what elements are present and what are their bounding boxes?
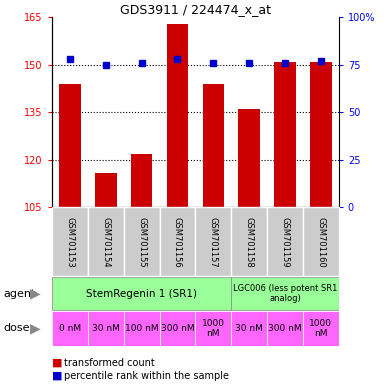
- Text: 30 nM: 30 nM: [235, 324, 263, 333]
- Text: 300 nM: 300 nM: [268, 324, 302, 333]
- Bar: [159, 207, 196, 276]
- Bar: [88, 207, 124, 276]
- Text: GSM701155: GSM701155: [137, 217, 146, 267]
- Text: 300 nM: 300 nM: [161, 324, 194, 333]
- Text: ■: ■: [52, 371, 62, 381]
- Bar: [310, 62, 331, 207]
- Bar: [52, 207, 88, 276]
- Bar: [59, 84, 81, 207]
- Text: GSM701154: GSM701154: [101, 217, 110, 267]
- Bar: [303, 207, 339, 276]
- Text: GSM701159: GSM701159: [281, 217, 290, 267]
- Bar: [131, 154, 152, 207]
- Text: GSM701157: GSM701157: [209, 217, 218, 267]
- Bar: [195, 311, 231, 346]
- Text: GSM701156: GSM701156: [173, 217, 182, 267]
- Bar: [95, 172, 117, 207]
- Text: 30 nM: 30 nM: [92, 324, 120, 333]
- Text: StemRegenin 1 (SR1): StemRegenin 1 (SR1): [86, 289, 197, 299]
- Bar: [274, 62, 296, 207]
- Bar: [52, 277, 231, 310]
- Bar: [231, 311, 267, 346]
- Text: GSM701153: GSM701153: [65, 217, 74, 267]
- Text: agent: agent: [4, 289, 36, 299]
- Text: ▶: ▶: [30, 321, 41, 335]
- Bar: [231, 207, 267, 276]
- Text: GSM701160: GSM701160: [316, 217, 325, 267]
- Bar: [159, 311, 196, 346]
- Text: percentile rank within the sample: percentile rank within the sample: [64, 371, 229, 381]
- Text: GSM701158: GSM701158: [244, 217, 254, 267]
- Bar: [167, 24, 188, 207]
- Bar: [195, 207, 231, 276]
- Bar: [303, 311, 339, 346]
- Text: dose: dose: [4, 323, 30, 333]
- Text: ▶: ▶: [30, 287, 41, 301]
- Bar: [124, 207, 159, 276]
- Bar: [231, 277, 339, 310]
- Bar: [267, 207, 303, 276]
- Bar: [203, 84, 224, 207]
- Bar: [52, 311, 88, 346]
- Text: 0 nM: 0 nM: [59, 324, 81, 333]
- Text: 1000
nM: 1000 nM: [310, 319, 332, 338]
- Title: GDS3911 / 224474_x_at: GDS3911 / 224474_x_at: [120, 3, 271, 16]
- Text: LGC006 (less potent SR1
analog): LGC006 (less potent SR1 analog): [233, 284, 337, 303]
- Bar: [88, 311, 124, 346]
- Text: ■: ■: [52, 358, 62, 368]
- Bar: [124, 311, 159, 346]
- Text: 100 nM: 100 nM: [125, 324, 158, 333]
- Bar: [238, 109, 260, 207]
- Text: transformed count: transformed count: [64, 358, 154, 368]
- Text: 1000
nM: 1000 nM: [202, 319, 225, 338]
- Bar: [267, 311, 303, 346]
